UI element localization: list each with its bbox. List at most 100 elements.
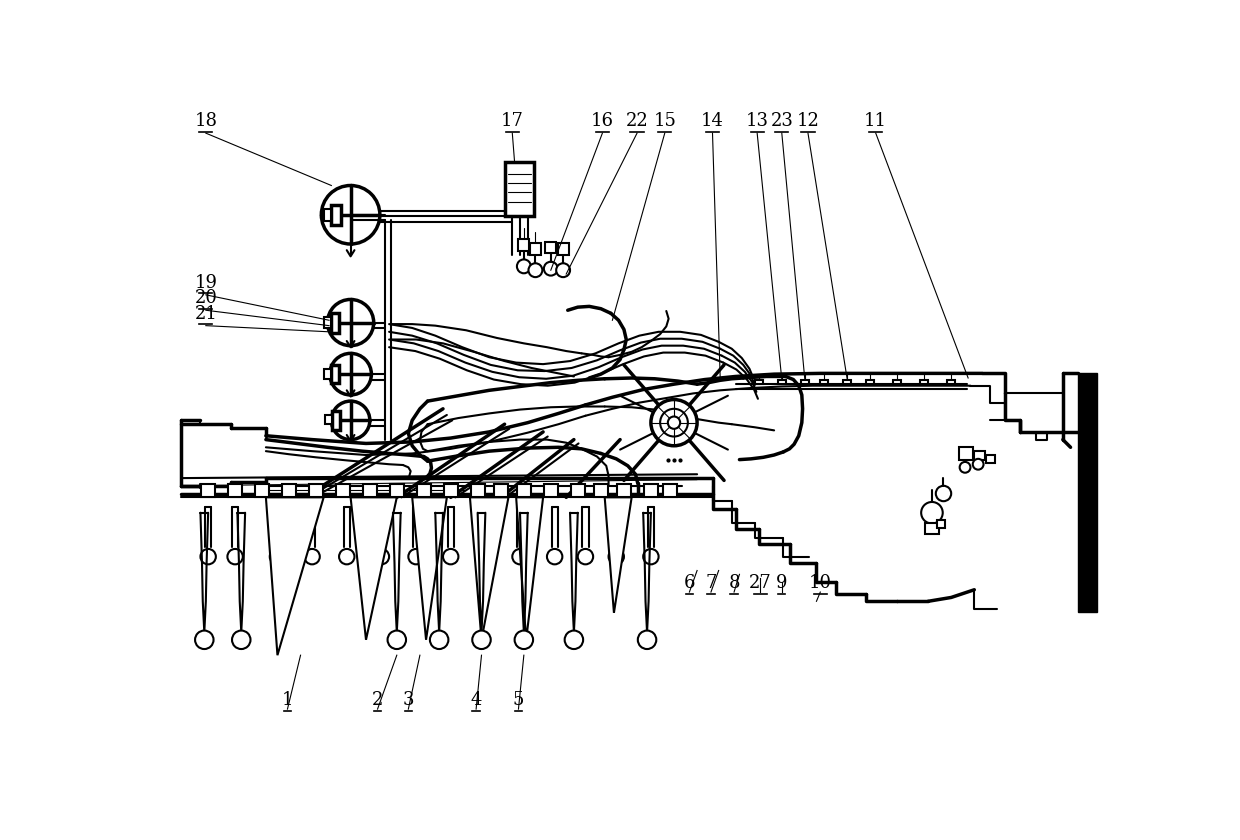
Bar <box>255 484 269 496</box>
Polygon shape <box>516 497 543 640</box>
Text: 16: 16 <box>591 112 614 130</box>
Circle shape <box>331 401 370 439</box>
Polygon shape <box>470 497 508 640</box>
Bar <box>894 380 901 384</box>
Circle shape <box>515 631 533 649</box>
Text: 22: 22 <box>626 112 649 130</box>
Circle shape <box>564 631 583 649</box>
Bar <box>518 239 529 251</box>
Circle shape <box>430 631 449 649</box>
Polygon shape <box>412 497 446 640</box>
Bar <box>444 484 458 496</box>
Text: 11: 11 <box>864 112 888 130</box>
Bar <box>331 205 341 225</box>
Bar <box>336 484 350 496</box>
Text: 7: 7 <box>706 574 717 592</box>
Circle shape <box>270 549 285 564</box>
Bar <box>546 242 557 253</box>
Bar <box>517 484 531 496</box>
Circle shape <box>388 631 405 649</box>
Circle shape <box>339 549 355 564</box>
Bar <box>228 484 242 496</box>
Text: 15: 15 <box>653 112 676 130</box>
Text: 20: 20 <box>195 289 217 307</box>
Bar <box>570 484 585 496</box>
Bar <box>1079 373 1097 612</box>
Circle shape <box>227 549 243 564</box>
Bar <box>867 380 874 384</box>
Bar <box>937 521 945 528</box>
Circle shape <box>960 462 971 473</box>
Bar <box>363 484 377 496</box>
Circle shape <box>304 549 320 564</box>
Bar <box>821 380 828 384</box>
Bar <box>975 451 985 460</box>
Bar <box>331 365 339 383</box>
Circle shape <box>936 486 951 501</box>
Text: 8: 8 <box>728 574 740 592</box>
Circle shape <box>321 186 379 244</box>
Text: 27: 27 <box>749 574 771 592</box>
Bar <box>594 484 608 496</box>
Circle shape <box>547 549 563 564</box>
Text: 23: 23 <box>770 112 794 130</box>
Bar <box>325 415 332 424</box>
Bar <box>920 380 928 384</box>
Bar <box>947 380 955 384</box>
Bar <box>755 380 763 384</box>
Circle shape <box>528 263 542 277</box>
Text: 4: 4 <box>470 691 482 709</box>
Text: 3: 3 <box>403 691 414 709</box>
Bar <box>332 411 340 429</box>
Text: 18: 18 <box>195 112 217 130</box>
Circle shape <box>408 549 424 564</box>
Text: 17: 17 <box>501 112 523 130</box>
Text: 14: 14 <box>701 112 724 130</box>
Bar <box>309 484 322 496</box>
Text: 5: 5 <box>513 691 525 709</box>
Circle shape <box>668 417 681 428</box>
Bar <box>801 380 808 384</box>
Circle shape <box>544 262 558 276</box>
Bar <box>843 380 851 384</box>
Circle shape <box>578 549 593 564</box>
Circle shape <box>651 400 697 446</box>
Text: 12: 12 <box>796 112 820 130</box>
Circle shape <box>472 631 491 649</box>
Text: 9: 9 <box>776 574 787 592</box>
Circle shape <box>195 631 213 649</box>
Bar <box>417 484 430 496</box>
Circle shape <box>477 549 494 564</box>
Circle shape <box>660 409 688 437</box>
Polygon shape <box>605 497 631 613</box>
Circle shape <box>609 549 624 564</box>
Text: 19: 19 <box>195 274 217 291</box>
Bar <box>505 162 534 216</box>
Circle shape <box>972 459 983 470</box>
Circle shape <box>921 502 942 523</box>
Bar <box>644 484 658 496</box>
Text: 6: 6 <box>683 574 696 592</box>
Bar <box>324 318 331 328</box>
Text: 1: 1 <box>281 691 293 709</box>
Bar <box>558 244 568 255</box>
Circle shape <box>443 549 459 564</box>
Bar <box>959 447 972 459</box>
Bar <box>324 208 331 221</box>
Bar <box>331 312 339 333</box>
Polygon shape <box>351 497 397 640</box>
Bar <box>281 484 296 496</box>
Bar <box>986 455 994 463</box>
Circle shape <box>327 299 373 345</box>
Bar <box>494 484 507 496</box>
Bar <box>325 369 331 379</box>
Bar <box>389 484 404 496</box>
Text: 10: 10 <box>808 574 832 592</box>
Circle shape <box>512 549 528 564</box>
Bar <box>663 484 677 496</box>
Circle shape <box>232 631 250 649</box>
Circle shape <box>517 260 531 273</box>
Circle shape <box>644 549 658 564</box>
Polygon shape <box>265 497 324 655</box>
Bar <box>925 522 939 533</box>
